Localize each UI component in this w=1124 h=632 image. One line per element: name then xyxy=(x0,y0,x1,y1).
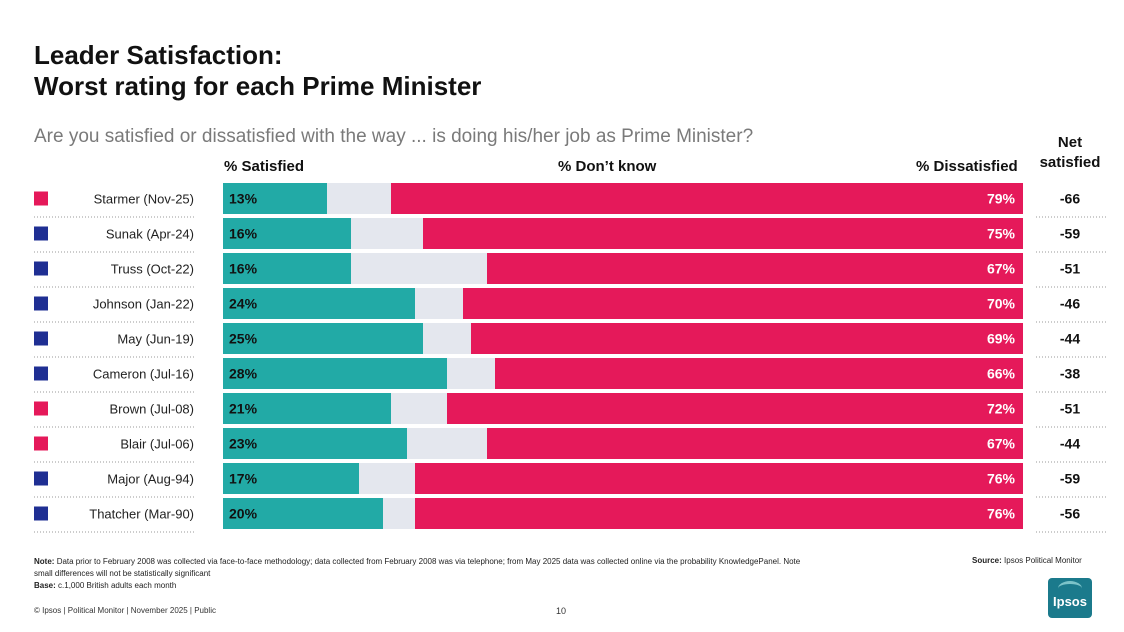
net-value: -51 xyxy=(1060,401,1080,417)
base-text: c.1,000 British adults each month xyxy=(58,581,177,590)
net-value: -59 xyxy=(1060,471,1080,487)
bar-dissatisfied xyxy=(487,428,1023,459)
footer-text: © Ipsos | Political Monitor | November 2… xyxy=(34,606,216,615)
net-value: -66 xyxy=(1060,191,1080,207)
bar-satisfied xyxy=(223,358,447,389)
survey-question: Are you satisfied or dissatisfied with t… xyxy=(34,126,754,147)
satisfied-value-label: 16% xyxy=(229,261,258,277)
logo-text: Ipsos xyxy=(1053,594,1087,609)
dissatisfied-value-label: 79% xyxy=(987,191,1016,207)
bar-satisfied xyxy=(223,323,423,354)
note-text: Data prior to February 2008 was collecte… xyxy=(34,557,801,578)
party-marker xyxy=(34,366,48,381)
row-label: Cameron (Jul-16) xyxy=(93,367,194,382)
satisfied-value-label: 17% xyxy=(229,471,258,487)
party-marker xyxy=(34,401,48,416)
bar-dissatisfied xyxy=(415,463,1023,494)
header-dissatisfied: % Dissatisfied xyxy=(916,158,1018,175)
satisfied-value-label: 28% xyxy=(229,366,258,382)
header-net-line-2: satisfied xyxy=(1039,154,1101,171)
bar-satisfied xyxy=(223,218,351,249)
title-line-1: Leader Satisfaction: xyxy=(34,40,283,70)
party-marker xyxy=(34,191,48,206)
row-label: Johnson (Jan-22) xyxy=(93,297,194,312)
dissatisfied-value-label: 70% xyxy=(987,296,1016,312)
base-label: Base: xyxy=(34,581,56,590)
party-marker xyxy=(34,226,48,241)
party-marker xyxy=(34,436,48,451)
bar-dissatisfied xyxy=(391,183,1023,214)
party-marker xyxy=(34,506,48,521)
net-value: -44 xyxy=(1060,436,1080,452)
satisfied-value-label: 20% xyxy=(229,506,258,522)
party-marker xyxy=(34,471,48,486)
satisfied-value-label: 13% xyxy=(229,191,258,207)
bar-dissatisfied xyxy=(487,253,1023,284)
dissatisfied-value-label: 69% xyxy=(987,331,1016,347)
logo-arc-icon xyxy=(1058,581,1082,596)
stacked-bar-chart: Starmer (Nov-25) 13% 79% -66 Sunak (Apr-24) 1… xyxy=(34,183,1108,533)
bar-dissatisfied xyxy=(495,358,1023,389)
dissatisfied-value-label: 76% xyxy=(987,506,1016,522)
source: Source: Ipsos Political Monitor xyxy=(972,556,1082,565)
bar-satisfied xyxy=(223,183,327,214)
row-label: Blair (Jul-06) xyxy=(120,437,194,452)
row-label: Starmer (Nov-25) xyxy=(94,192,194,207)
net-value: -44 xyxy=(1060,331,1080,347)
net-value: -46 xyxy=(1060,296,1080,312)
bar-satisfied xyxy=(223,393,391,424)
header-net-line-1: Net xyxy=(1057,134,1083,151)
net-value: -56 xyxy=(1060,506,1080,522)
satisfied-value-label: 24% xyxy=(229,296,258,312)
row-label: May (Jun-19) xyxy=(117,332,194,347)
bar-satisfied xyxy=(223,253,351,284)
net-value: -51 xyxy=(1060,261,1080,277)
row-label: Truss (Oct-22) xyxy=(111,262,194,277)
dissatisfied-value-label: 76% xyxy=(987,471,1016,487)
dissatisfied-value-label: 67% xyxy=(987,261,1016,277)
dissatisfied-value-label: 67% xyxy=(987,436,1016,452)
chart-title: Leader Satisfaction: Worst rating for ea… xyxy=(34,40,481,102)
satisfied-value-label: 16% xyxy=(229,226,258,242)
bar-dissatisfied xyxy=(415,498,1023,529)
dissatisfied-value-label: 75% xyxy=(987,226,1016,242)
ipsos-logo: Ipsos xyxy=(1048,578,1092,618)
dissatisfied-value-label: 72% xyxy=(987,401,1016,417)
net-value: -38 xyxy=(1060,366,1080,382)
net-value: -59 xyxy=(1060,226,1080,242)
satisfied-value-label: 23% xyxy=(229,436,258,452)
row-label: Major (Aug-94) xyxy=(107,472,194,487)
footnote: Note: Data prior to February 2008 was co… xyxy=(34,556,814,592)
bar-satisfied xyxy=(223,498,383,529)
satisfied-value-label: 25% xyxy=(229,331,258,347)
header-satisfied: % Satisfied xyxy=(224,158,305,175)
bar-satisfied xyxy=(223,463,359,494)
source-text: Ipsos Political Monitor xyxy=(1004,556,1082,565)
header-dont-know: % Don’t know xyxy=(558,158,657,175)
base-line: Base: c.1,000 British adults each month xyxy=(34,580,814,592)
bar-dissatisfied xyxy=(463,288,1023,319)
note-line: Note: Data prior to February 2008 was co… xyxy=(34,556,814,580)
bar-dissatisfied xyxy=(471,323,1023,354)
satisfied-value-label: 21% xyxy=(229,401,258,417)
title-line-2: Worst rating for each Prime Minister xyxy=(34,71,482,101)
bar-satisfied xyxy=(223,428,407,459)
header-net-satisfied: Net satisfied xyxy=(1036,133,1104,173)
bar-dissatisfied xyxy=(423,218,1023,249)
bar-satisfied xyxy=(223,288,415,319)
bar-dissatisfied xyxy=(447,393,1023,424)
party-marker xyxy=(34,261,48,276)
note-label: Note: xyxy=(34,557,55,566)
party-marker xyxy=(34,331,48,346)
row-label: Thatcher (Mar-90) xyxy=(89,507,194,522)
row-label: Brown (Jul-08) xyxy=(109,402,194,417)
dissatisfied-value-label: 66% xyxy=(987,366,1016,382)
party-marker xyxy=(34,296,48,311)
source-label: Source: xyxy=(972,556,1002,565)
page-number: 10 xyxy=(556,606,567,616)
row-label: Sunak (Apr-24) xyxy=(106,227,194,242)
